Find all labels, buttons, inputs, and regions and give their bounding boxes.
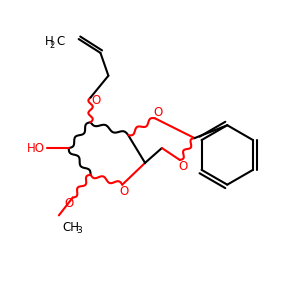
Text: 2: 2 [50, 41, 55, 50]
Text: C: C [57, 34, 65, 47]
Text: HO: HO [27, 142, 45, 154]
Text: O: O [92, 94, 101, 107]
Text: CH: CH [63, 221, 80, 234]
Text: O: O [178, 160, 187, 173]
Text: O: O [120, 185, 129, 198]
Text: 3: 3 [77, 226, 82, 235]
Text: O: O [153, 106, 163, 119]
Text: O: O [64, 197, 74, 210]
Text: H: H [45, 34, 54, 47]
